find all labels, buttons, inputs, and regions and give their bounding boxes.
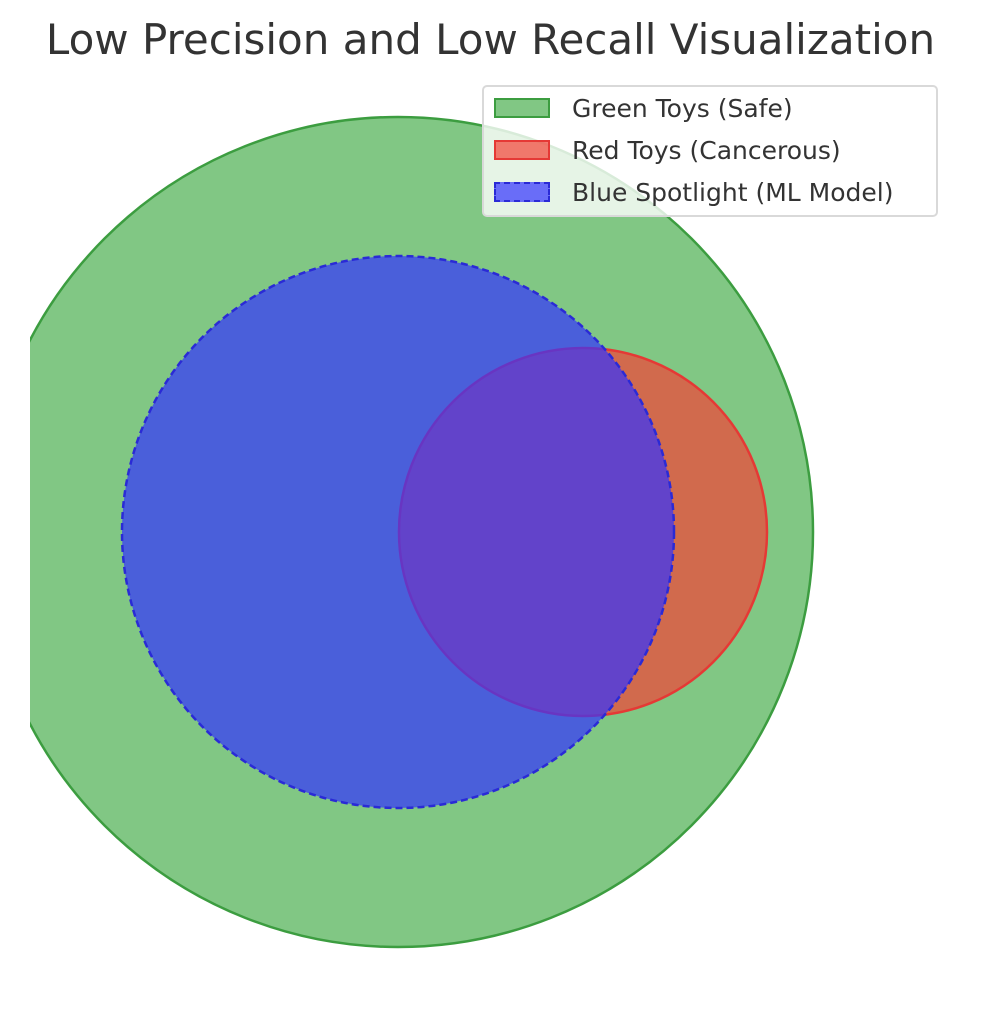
chart-title: Low Precision and Low Recall Visualizati… [45, 15, 936, 64]
legend-swatch-green [494, 98, 550, 118]
legend-label-red: Red Toys (Cancerous) [572, 136, 841, 165]
legend-swatch-red [494, 140, 550, 160]
legend: Green Toys (Safe) Red Toys (Cancerous) B… [482, 85, 938, 217]
legend-swatch-blue [494, 182, 550, 202]
legend-label-blue: Blue Spotlight (ML Model) [572, 178, 894, 207]
legend-label-green: Green Toys (Safe) [572, 94, 793, 123]
blue-spotlight-circle [120, 254, 676, 810]
